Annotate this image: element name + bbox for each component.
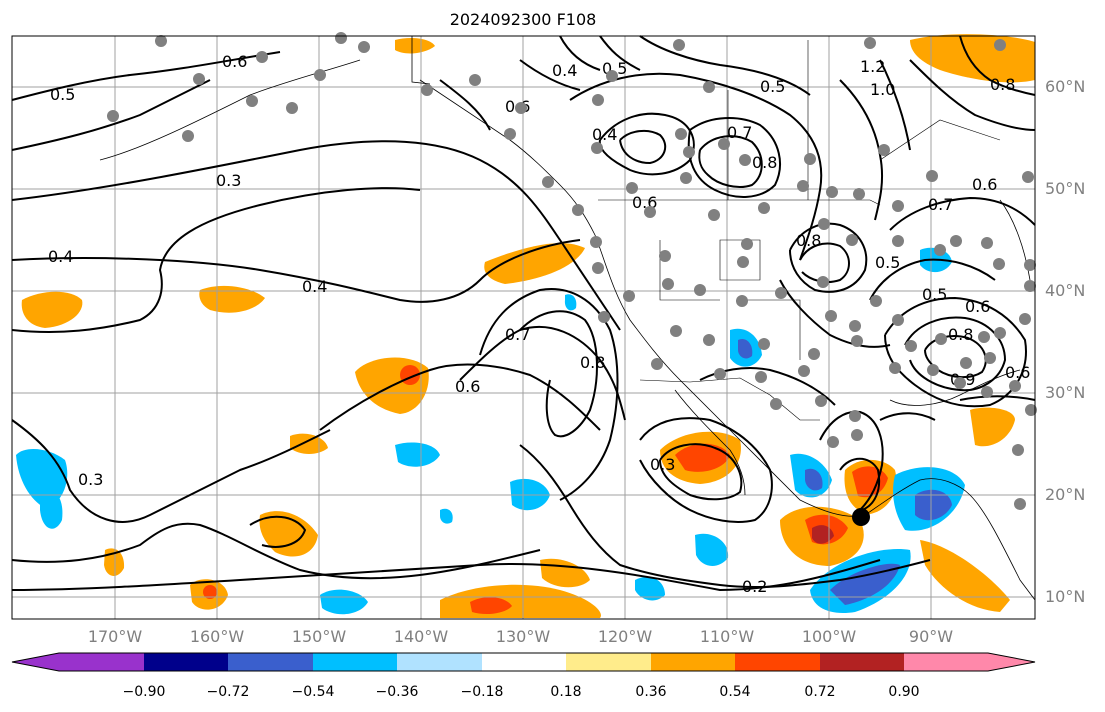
contour-label: 0.6 — [222, 52, 247, 71]
contour-label: 0.3 — [650, 455, 675, 474]
lat-label: 40°N — [1045, 281, 1086, 300]
colorbar-tick-label: 0.90 — [888, 684, 920, 700]
contour-label: 0.5 — [922, 285, 947, 304]
contour-label: 0.5 — [760, 77, 785, 96]
lon-label: 160°W — [189, 627, 245, 646]
contour-label: 0.4 — [592, 125, 617, 144]
contour-label: 0.8 — [948, 325, 973, 344]
colorbar-tick-label: −0.54 — [291, 684, 335, 700]
storm-center-marker — [852, 508, 870, 526]
contour-label: 0.7 — [505, 325, 530, 344]
borders — [598, 40, 1001, 421]
contour-label: 1.0 — [870, 80, 895, 99]
lon-label: 100°W — [801, 627, 857, 646]
colorbar-tick-label: 0.72 — [804, 684, 836, 700]
contour-label: 1.2 — [860, 57, 885, 76]
contour-label: 0.2 — [742, 577, 767, 596]
contour-label: 0.4 — [552, 61, 577, 80]
lat-label: 10°N — [1045, 587, 1086, 606]
colorbar-min-arrow — [12, 653, 59, 671]
contour-label: 0.3 — [78, 470, 103, 489]
contour-label: 0.8 — [580, 353, 605, 372]
contour-label: 0.6 — [1005, 363, 1030, 382]
contour-lines — [11, 35, 1036, 592]
colorbar-tick-label: 0.18 — [550, 684, 582, 700]
lon-label: 140°W — [393, 627, 449, 646]
colorbar-tick-label: 0.36 — [635, 684, 667, 700]
contour-label: 0.5 — [50, 85, 75, 104]
lon-label: 90°W — [908, 627, 954, 646]
coastlines — [99, 36, 1036, 601]
map-frame — [11, 35, 1036, 620]
contour-label: 0.8 — [752, 153, 777, 172]
station-markers — [107, 32, 1037, 510]
contour-labels: 0.6 0.5 0.4 0.5 0.6 0.5 1.2 1.0 0.8 0.4 … — [48, 52, 1030, 596]
contour-label: 0.8 — [796, 231, 821, 250]
colorbar-tick-label: −0.72 — [206, 684, 250, 700]
lat-label: 20°N — [1045, 485, 1086, 504]
colorbar-max-arrow — [988, 653, 1035, 671]
lon-label: 130°W — [495, 627, 551, 646]
colorbar-tick-label: −0.90 — [122, 684, 166, 700]
colorbar-tick-label: 0.54 — [719, 684, 751, 700]
lat-label: 30°N — [1045, 383, 1086, 402]
lon-label: 170°W — [87, 627, 143, 646]
colorbar — [11, 652, 1036, 672]
contour-label: 0.3 — [216, 171, 241, 190]
contour-label: 0.7 — [727, 123, 752, 142]
contour-label: 0.6 — [455, 377, 480, 396]
contour-label: 0.6 — [972, 175, 997, 194]
lon-label: 110°W — [699, 627, 755, 646]
lat-label: 50°N — [1045, 179, 1086, 198]
contour-label: 0.4 — [302, 277, 327, 296]
lat-label: 60°N — [1045, 77, 1086, 96]
lon-label: 150°W — [291, 627, 347, 646]
contour-label: 0.6 — [965, 297, 990, 316]
contour-label: 0.5 — [875, 253, 900, 272]
lon-label: 120°W — [597, 627, 653, 646]
colorbar-tick-label: −0.36 — [375, 684, 419, 700]
contour-label: 0.7 — [928, 195, 953, 214]
colorbar-tick-label: −0.18 — [460, 684, 504, 700]
contour-label: 0.8 — [990, 75, 1015, 94]
map-title: 2024092300 F108 — [449, 10, 597, 29]
contour-label: 0.4 — [48, 247, 73, 266]
